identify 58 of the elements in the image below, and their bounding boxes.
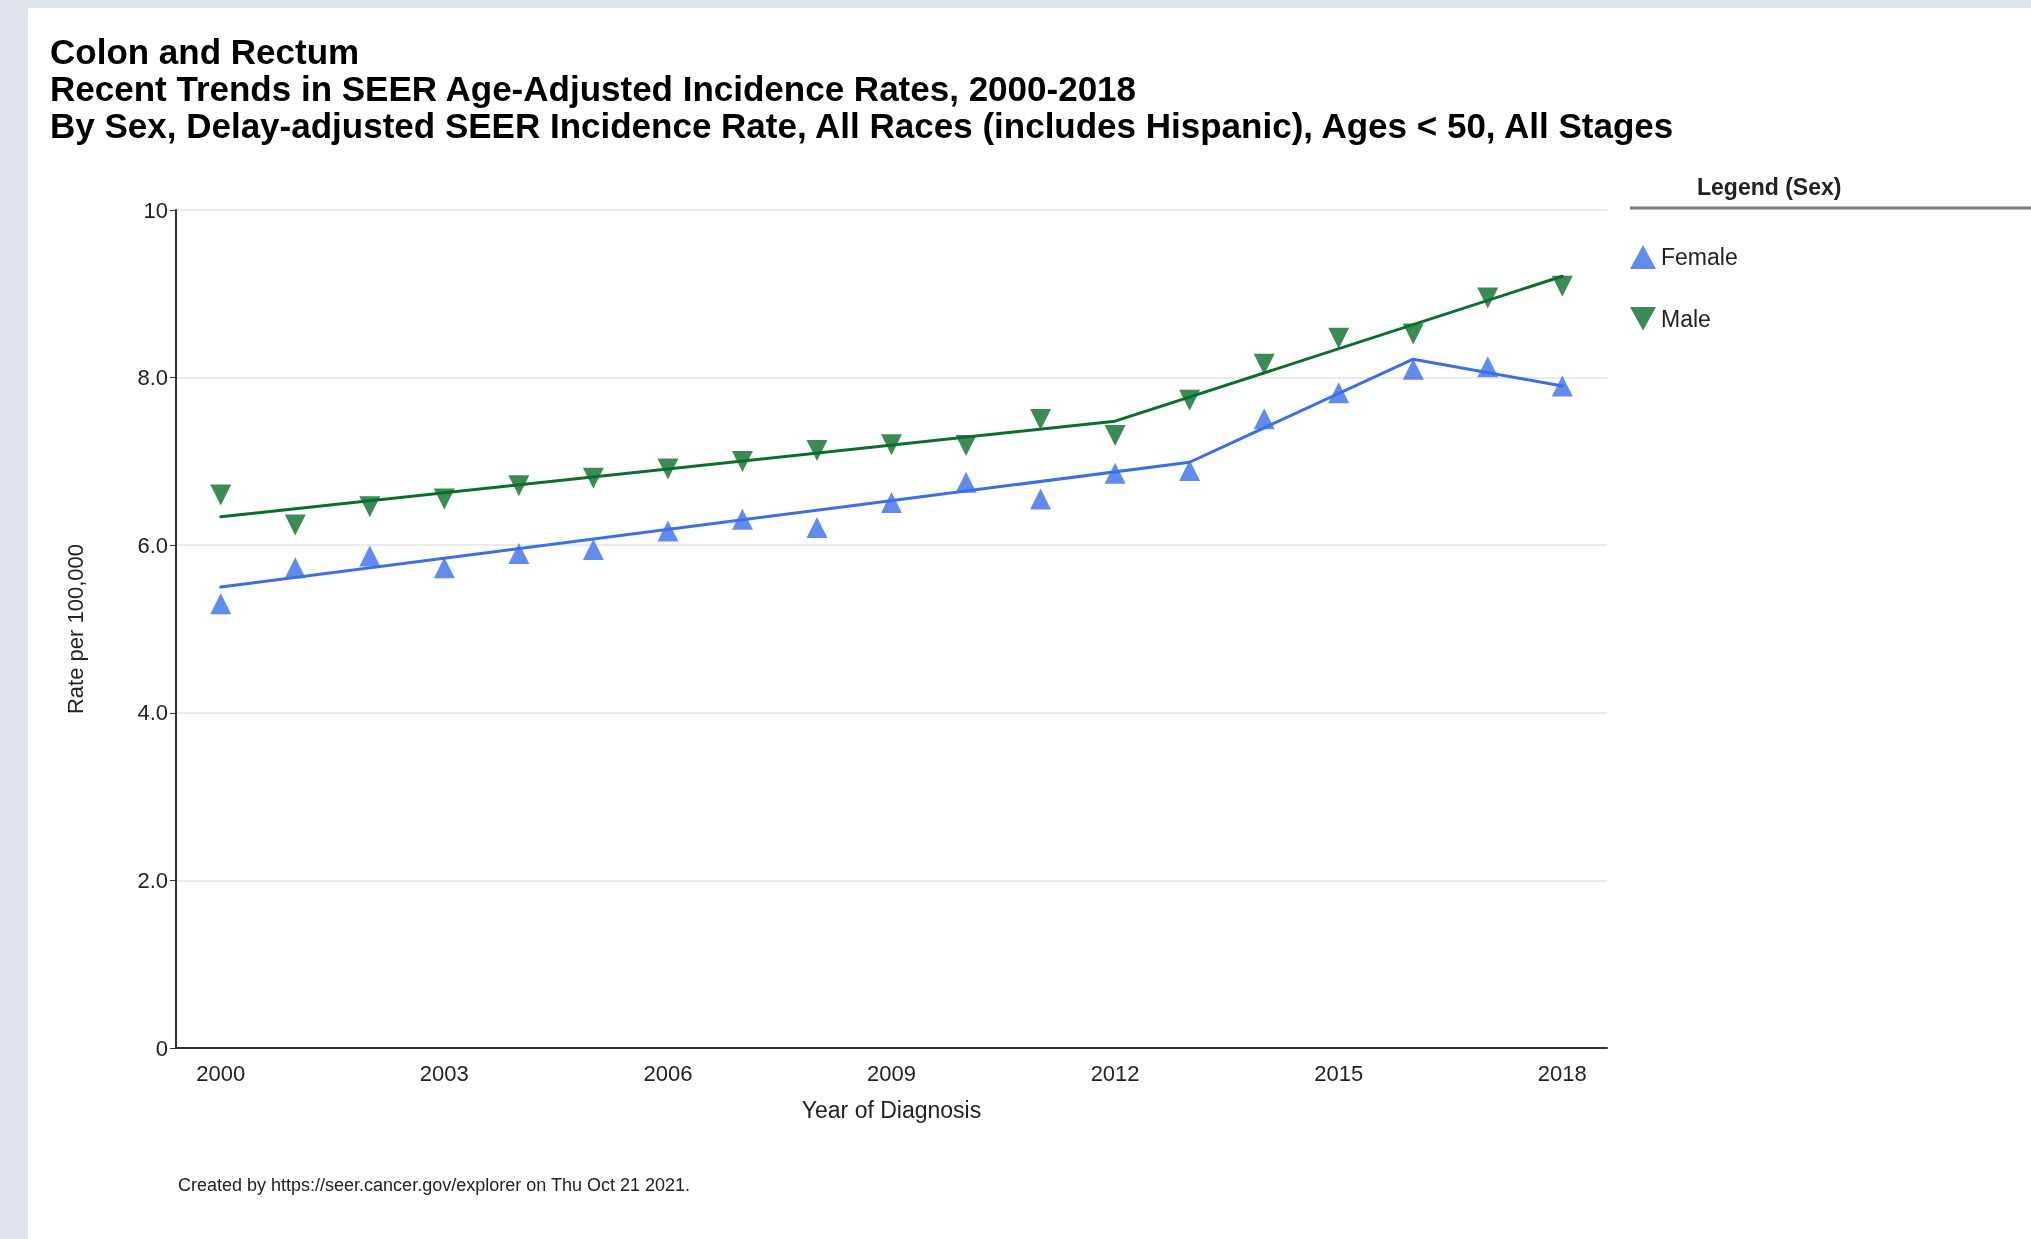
point bbox=[806, 517, 828, 539]
point bbox=[1477, 287, 1499, 309]
y-tick-label: 10 bbox=[143, 197, 168, 223]
y-tick-label: 2.0 bbox=[137, 867, 168, 893]
point bbox=[1551, 375, 1573, 397]
point bbox=[806, 440, 828, 462]
y-tick-label: 8.0 bbox=[137, 365, 168, 391]
point bbox=[1328, 327, 1350, 349]
point bbox=[657, 458, 679, 480]
point bbox=[731, 508, 753, 530]
point bbox=[210, 593, 232, 615]
point bbox=[657, 520, 679, 542]
point bbox=[284, 557, 306, 579]
point bbox=[1104, 424, 1126, 446]
point bbox=[1179, 389, 1201, 411]
x-axis-title: Year of Diagnosis bbox=[801, 1096, 982, 1123]
x-tick-label: 2012 bbox=[1090, 1060, 1140, 1086]
x-tick-label: 2018 bbox=[1537, 1060, 1587, 1086]
point bbox=[508, 475, 530, 497]
x-tick-label: 2015 bbox=[1314, 1060, 1364, 1086]
x-tick-label: 2006 bbox=[643, 1060, 693, 1086]
point bbox=[955, 434, 977, 456]
y-tick-label: 0 bbox=[155, 1035, 168, 1061]
y-axis-title: Rate per 100,000 bbox=[62, 543, 88, 715]
point bbox=[1402, 358, 1424, 380]
point bbox=[210, 484, 232, 506]
point bbox=[433, 488, 455, 510]
point bbox=[1253, 353, 1275, 375]
legend-label: Male bbox=[1661, 305, 1711, 332]
point bbox=[1179, 460, 1201, 482]
point bbox=[731, 450, 753, 472]
point bbox=[1551, 275, 1573, 297]
point bbox=[433, 557, 455, 579]
point bbox=[881, 491, 902, 513]
point bbox=[508, 543, 530, 565]
point bbox=[359, 545, 381, 567]
legend-label: Female bbox=[1661, 244, 1738, 270]
x-tick-label: 2009 bbox=[867, 1060, 916, 1086]
point bbox=[881, 434, 902, 456]
x-tick-label: 2003 bbox=[419, 1060, 469, 1086]
point bbox=[1030, 488, 1052, 510]
point bbox=[955, 471, 977, 493]
point bbox=[582, 538, 604, 560]
point bbox=[284, 514, 306, 536]
point bbox=[1328, 382, 1350, 404]
point bbox=[1402, 323, 1424, 345]
chart-title: Colon and Rectum Recent Trends in SEER Age-Adjusted Incidence Rates, 2000-2018 By Sex, Delay-adjusted SEER Incidence Rate, All Races (includes Hispanic), Ages < 50, All Stages bbox=[50, 32, 1674, 145]
point bbox=[582, 467, 604, 489]
point bbox=[1477, 356, 1499, 378]
point bbox=[1253, 408, 1275, 430]
y-tick-label: 4.0 bbox=[137, 700, 168, 726]
text: Created by https://seer.cancer.gov/explorer on Thu Oct 21 2021. bbox=[178, 1175, 690, 1195]
point bbox=[1104, 462, 1126, 484]
y-tick-label: 6.0 bbox=[137, 532, 168, 558]
x-tick-label: 2000 bbox=[196, 1060, 246, 1086]
point bbox=[359, 496, 381, 518]
point bbox=[1030, 409, 1052, 430]
legend-title: Legend (Sex) bbox=[1697, 173, 1842, 200]
